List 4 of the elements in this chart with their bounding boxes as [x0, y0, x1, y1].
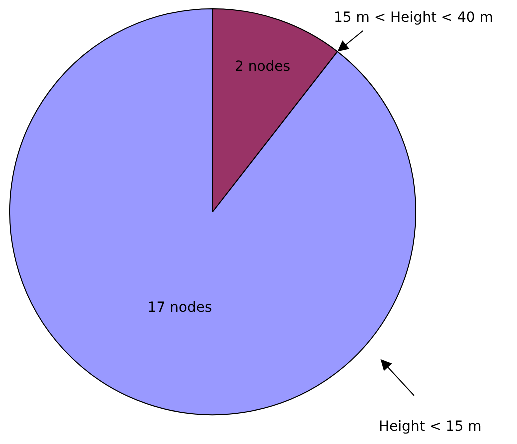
- data-label: 2 nodes: [234, 59, 291, 76]
- slice-label: 15 m < Height < 40 m: [334, 10, 494, 26]
- slice-label: Height < 15 m: [379, 419, 482, 435]
- data-label: 17 nodes: [148, 300, 212, 316]
